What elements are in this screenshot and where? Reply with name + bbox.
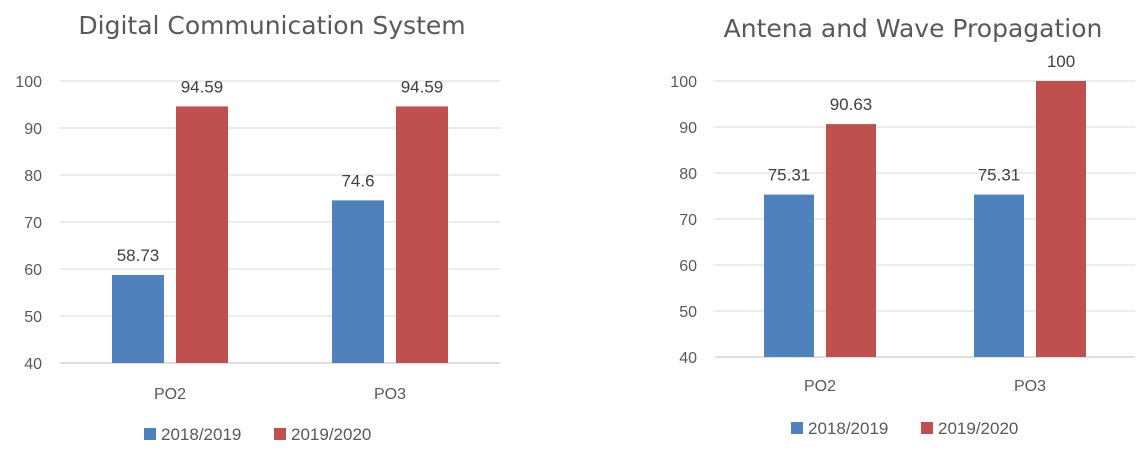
legend-label: 2018/2019 bbox=[161, 425, 241, 444]
x-category-label: PO3 bbox=[1014, 378, 1046, 395]
x-category-label: PO2 bbox=[154, 386, 186, 403]
y-tick-label: 80 bbox=[679, 166, 697, 183]
legend-swatch bbox=[791, 422, 803, 434]
bar-2019-2020-PO3 bbox=[396, 106, 448, 363]
y-tick-label: 90 bbox=[679, 120, 697, 137]
x-category-label: PO2 bbox=[804, 378, 836, 395]
bar-2019-2020-PO3 bbox=[1036, 81, 1086, 357]
y-tick-label: 60 bbox=[679, 258, 697, 275]
bar-2018-2019-PO3 bbox=[332, 200, 384, 363]
legend-label: 2019/2020 bbox=[938, 419, 1018, 438]
legend-swatch bbox=[274, 428, 286, 440]
legend-swatch bbox=[921, 422, 933, 434]
bar-2019-2020-PO2 bbox=[826, 124, 876, 358]
y-tick-label: 100 bbox=[15, 74, 42, 91]
chart-antena-wave-propagation: Antena and Wave Propagation 40 50 60 70 80 90 1… bbox=[670, 14, 1135, 438]
y-tick-label: 60 bbox=[24, 262, 42, 279]
data-label: 75.31 bbox=[978, 166, 1021, 185]
legend-label: 2018/2019 bbox=[808, 419, 888, 438]
bar-2018-2019-PO2 bbox=[112, 274, 164, 363]
data-label: 58.73 bbox=[117, 246, 160, 265]
y-tick-label: 70 bbox=[24, 215, 42, 232]
y-tick-label: 70 bbox=[679, 212, 697, 229]
bar-2019-2020-PO2 bbox=[176, 106, 228, 363]
bar-2018-2019-PO3 bbox=[974, 194, 1024, 357]
y-tick-label: 100 bbox=[670, 74, 697, 91]
data-label: 94.59 bbox=[401, 77, 444, 96]
x-category-label: PO3 bbox=[374, 386, 406, 403]
legend-label: 2019/2020 bbox=[291, 425, 371, 444]
chart-title: Antena and Wave Propagation bbox=[724, 14, 1103, 43]
chart-digital-communication-system: Digital Communication System 40 50 60 70 80 90… bbox=[15, 11, 500, 444]
y-tick-label: 80 bbox=[24, 168, 42, 185]
data-label: 100 bbox=[1047, 52, 1075, 71]
bar-2018-2019-PO2 bbox=[764, 194, 814, 357]
data-label: 75.31 bbox=[768, 166, 811, 185]
chart-title: Digital Communication System bbox=[78, 11, 465, 40]
data-label: 90.63 bbox=[830, 95, 873, 114]
y-tick-label: 50 bbox=[679, 304, 697, 321]
y-tick-label: 40 bbox=[679, 350, 697, 367]
legend-swatch bbox=[144, 428, 156, 440]
data-label: 74.6 bbox=[341, 171, 374, 190]
y-tick-label: 40 bbox=[24, 356, 42, 373]
y-tick-label: 90 bbox=[24, 121, 42, 138]
y-tick-label: 50 bbox=[24, 309, 42, 326]
data-label: 94.59 bbox=[181, 77, 224, 96]
